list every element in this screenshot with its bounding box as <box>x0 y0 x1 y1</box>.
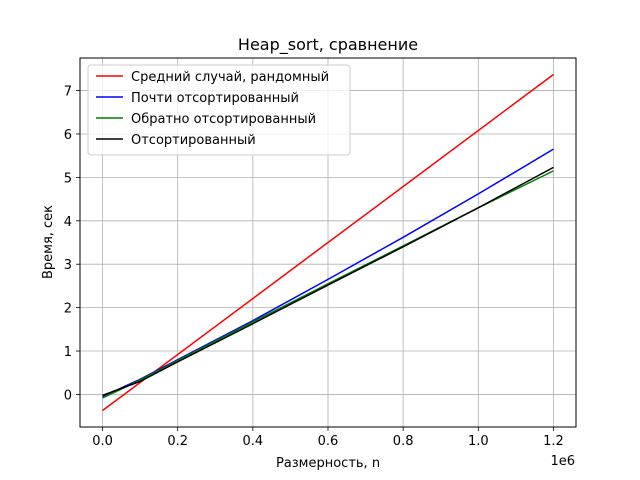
legend-label-3: Обратно отсортированный <box>131 112 316 127</box>
y-tick-label: 2 <box>64 302 72 317</box>
x-tick-label: 0.4 <box>243 434 264 449</box>
x-tick-label: 0.8 <box>393 434 414 449</box>
x-tick-label: 0.0 <box>92 434 113 449</box>
y-tick-label: 5 <box>64 171 72 186</box>
x-axis-label: Размерность, n <box>276 456 380 471</box>
x-axis: 0.0 0.2 0.4 0.6 0.8 1.0 1.2 <box>92 427 564 449</box>
x-tick-label: 0.2 <box>167 434 188 449</box>
y-tick-label: 6 <box>64 128 72 143</box>
chart-title: Heap_sort, сравнение <box>238 35 418 55</box>
y-tick-label: 4 <box>64 215 72 230</box>
y-tick-label: 1 <box>64 345 72 360</box>
y-tick-label: 7 <box>64 85 72 100</box>
series-line-1 <box>102 73 554 412</box>
x-tick-label: 1.0 <box>468 434 489 449</box>
x-tick-label: 0.6 <box>318 434 339 449</box>
x-tick-label: 1.2 <box>543 434 564 449</box>
x-axis-offset-label: 1e6 <box>550 454 575 469</box>
series-line-4 <box>102 166 554 397</box>
legend: Средний случай, рандомный Почти отсортиро… <box>87 64 351 156</box>
series-group <box>102 73 554 412</box>
legend-label-4: Отсортированный <box>131 133 256 148</box>
legend-label-2: Почти отсортированный <box>131 91 299 106</box>
y-tick-label: 3 <box>64 258 72 273</box>
series-line-2 <box>102 148 554 398</box>
y-tick-label: 0 <box>64 388 72 403</box>
y-axis: 0 1 2 3 4 5 6 7 <box>64 85 80 403</box>
legend-box <box>87 64 351 156</box>
y-axis-label: Время, сек <box>41 205 56 279</box>
legend-label-1: Средний случай, рандомный <box>131 70 329 85</box>
